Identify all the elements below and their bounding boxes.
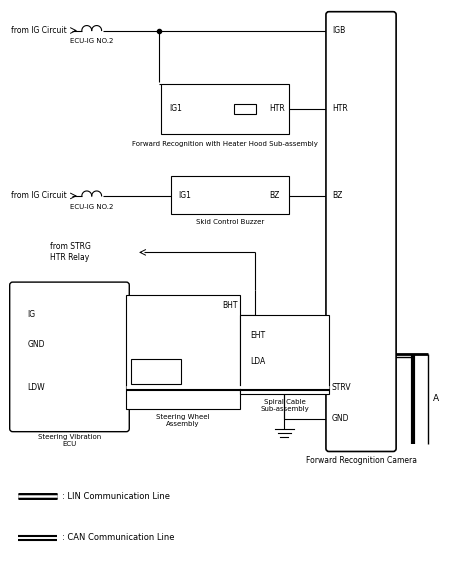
Text: GND: GND — [27, 340, 45, 349]
Text: IG1: IG1 — [179, 192, 191, 200]
Text: HTR: HTR — [332, 104, 347, 113]
Text: Forward Recognition Camera: Forward Recognition Camera — [306, 456, 417, 465]
Text: from IG Circuit: from IG Circuit — [11, 26, 66, 35]
Text: IG1: IG1 — [169, 104, 182, 113]
Bar — [240, 315, 329, 394]
Text: IG: IG — [27, 311, 36, 319]
Text: HTR: HTR — [270, 104, 285, 113]
Text: LDA: LDA — [250, 357, 265, 366]
Text: BZ: BZ — [332, 192, 342, 200]
Bar — [234, 104, 256, 114]
Text: GND: GND — [332, 414, 349, 423]
Text: Steering Vibration
ECU: Steering Vibration ECU — [38, 434, 101, 447]
Text: : LIN Communication Line: : LIN Communication Line — [62, 492, 170, 500]
Text: STRV: STRV — [332, 383, 352, 391]
Text: Steering Wheel
Assembly: Steering Wheel Assembly — [156, 414, 210, 427]
FancyBboxPatch shape — [9, 282, 129, 432]
Text: ECU-IG NO.2: ECU-IG NO.2 — [70, 39, 113, 45]
Text: BHT: BHT — [222, 301, 238, 310]
Bar — [126, 295, 240, 409]
Bar — [161, 84, 290, 134]
Text: EHT: EHT — [250, 331, 265, 339]
Bar — [171, 176, 290, 214]
Text: BZ: BZ — [269, 192, 280, 200]
Text: LDW: LDW — [27, 383, 45, 391]
FancyBboxPatch shape — [326, 12, 396, 451]
Text: : CAN Communication Line: : CAN Communication Line — [62, 533, 174, 542]
Text: Forward Recognition with Heater Hood Sub-assembly: Forward Recognition with Heater Hood Sub… — [132, 141, 318, 148]
Text: from IG Circuit: from IG Circuit — [11, 192, 66, 200]
Text: ECU-IG NO.2: ECU-IG NO.2 — [70, 204, 113, 210]
Text: A: A — [433, 394, 439, 404]
Text: Spiral Cable
Sub-assembly: Spiral Cable Sub-assembly — [260, 399, 309, 412]
Bar — [131, 359, 181, 384]
Text: IGB: IGB — [332, 26, 345, 35]
Text: Skid Control Buzzer: Skid Control Buzzer — [196, 219, 264, 224]
Text: from STRG
HTR Relay: from STRG HTR Relay — [50, 243, 91, 263]
